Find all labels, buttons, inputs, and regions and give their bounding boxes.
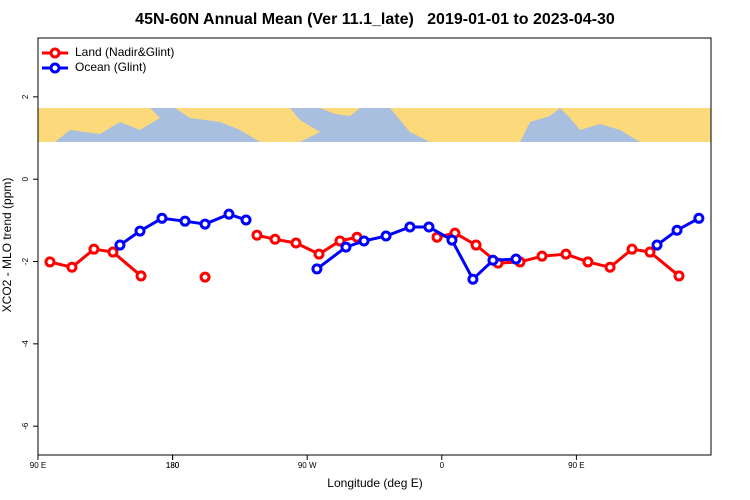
point <box>404 221 416 233</box>
point <box>510 253 522 265</box>
point <box>334 235 346 247</box>
point <box>560 248 572 260</box>
point <box>199 218 211 230</box>
y-tick-label: 2 <box>21 94 30 99</box>
y-tick-label: -6 <box>21 422 30 430</box>
point <box>582 256 594 268</box>
point <box>340 241 352 253</box>
point <box>114 239 126 251</box>
legend-label: Ocean (Glint) <box>75 60 146 74</box>
point <box>423 221 435 233</box>
point <box>88 243 100 255</box>
point <box>693 212 705 224</box>
x-tick-label: 90 E <box>30 461 46 470</box>
point <box>251 229 263 241</box>
x-tick-label: 0 <box>440 461 445 470</box>
x-tick-label: 180 <box>166 461 180 470</box>
point <box>269 233 281 245</box>
point <box>487 254 499 266</box>
y-axis-label: XCO2 - MLO trend (ppm) <box>0 178 14 313</box>
legend-marker <box>49 47 61 59</box>
point <box>626 243 638 255</box>
point <box>311 263 323 275</box>
legend-marker <box>49 62 61 74</box>
point <box>44 256 56 268</box>
point <box>673 270 685 282</box>
chart-title: 45N-60N Annual Mean (Ver 11.1_late) 2019… <box>135 11 615 28</box>
point <box>199 271 211 283</box>
point <box>358 235 370 247</box>
y-tick-label: -4 <box>21 340 30 348</box>
point <box>313 248 325 260</box>
point <box>107 246 119 258</box>
x-tick-label: 180 <box>166 461 180 470</box>
point <box>446 234 458 246</box>
point <box>135 270 147 282</box>
point <box>644 246 656 258</box>
point <box>179 215 191 227</box>
y-tick-label: -2 <box>21 257 30 265</box>
plot-frame <box>37 37 712 456</box>
point <box>240 214 252 226</box>
x-tick-label: 90 W <box>298 461 317 470</box>
point <box>470 239 482 251</box>
point <box>380 230 392 242</box>
legend-label: Land (Nadir&Glint) <box>75 45 174 59</box>
point <box>671 224 683 236</box>
map-band <box>38 108 711 142</box>
y-tick-label: 0 <box>21 176 30 181</box>
point <box>134 225 146 237</box>
point <box>651 239 663 251</box>
x-tick-label: 90 E <box>568 461 584 470</box>
point <box>604 261 616 273</box>
point <box>536 250 548 262</box>
point <box>156 212 168 224</box>
point <box>223 208 235 220</box>
point <box>467 273 479 285</box>
x-axis-label: Longitude (deg E) <box>327 476 422 490</box>
point <box>66 261 78 273</box>
point <box>290 237 302 249</box>
